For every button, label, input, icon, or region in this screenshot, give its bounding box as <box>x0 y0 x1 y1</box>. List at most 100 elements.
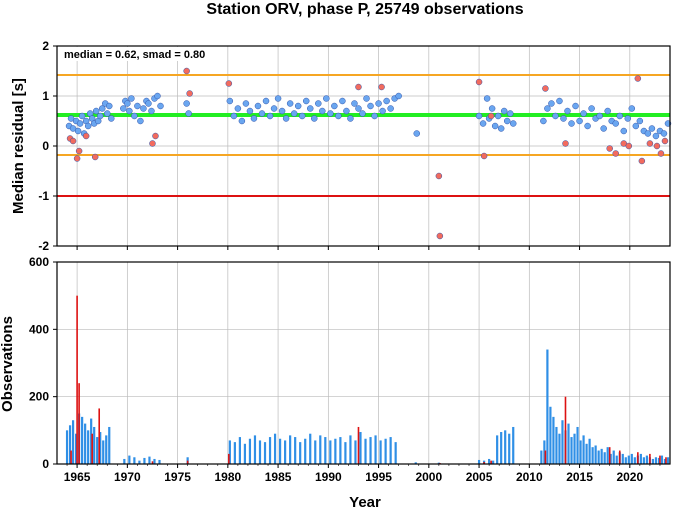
observation-bar <box>102 440 105 464</box>
observation-bar <box>603 452 606 464</box>
observation-bar <box>597 450 600 464</box>
residual-point <box>315 100 322 107</box>
outlier-observation-bar <box>490 460 492 464</box>
residual-point <box>274 95 282 102</box>
residual-point <box>246 107 254 115</box>
residual-point <box>503 117 511 125</box>
observation-bar <box>243 443 247 464</box>
annotation-background <box>61 47 221 61</box>
observation-bar <box>573 433 576 464</box>
residual-point <box>230 112 238 120</box>
residual-y-tick-label: 1 <box>42 89 49 103</box>
observation-bar <box>253 435 257 464</box>
residual-point <box>154 92 161 100</box>
residual-point <box>250 115 258 122</box>
observation-bar <box>389 437 392 464</box>
residual-point <box>367 102 374 110</box>
observation-bar <box>133 457 136 464</box>
outlier-observation-bar <box>665 457 667 464</box>
outlier-residual-point <box>487 112 495 120</box>
residual-point <box>483 95 491 102</box>
residual-point <box>572 102 579 110</box>
observation-bar <box>645 455 648 464</box>
observation-bar <box>552 416 555 464</box>
outlier-residual-point <box>73 155 81 162</box>
observation-bar <box>329 440 332 464</box>
residual-point <box>347 115 354 122</box>
residual-y-axis-label: Median residual [s] <box>10 78 27 214</box>
residual-point <box>636 117 644 125</box>
residual-point <box>96 112 104 120</box>
outlier-residual-point <box>661 137 669 145</box>
residual-point <box>145 100 152 107</box>
observation-bar <box>543 440 546 464</box>
observation-bar <box>488 458 491 464</box>
observation-bar <box>555 426 558 464</box>
outlier-residual-point <box>657 150 665 157</box>
observation-bar <box>304 438 307 464</box>
residual-point <box>375 100 382 107</box>
residual-point <box>628 105 636 112</box>
observation-bar <box>594 445 597 464</box>
residual-point <box>74 127 82 135</box>
observation-bar <box>657 457 661 464</box>
residual-point <box>286 100 294 107</box>
outlier-residual-point <box>152 132 159 140</box>
observation-bar <box>642 457 645 464</box>
residual-point <box>620 127 628 135</box>
observation-bar <box>87 430 90 464</box>
observation-bar <box>654 457 658 464</box>
observation-bar <box>334 438 337 464</box>
year-tick-label: 1975 <box>164 470 191 484</box>
observation-bar <box>105 435 108 464</box>
stats-annotation: median = 0.62, smad = 0.80 <box>64 49 205 61</box>
observation-bar <box>354 440 357 464</box>
residual-point <box>124 100 131 107</box>
observation-bar <box>294 437 297 464</box>
outlier-observation-bar <box>618 450 621 464</box>
residual-point <box>494 112 502 120</box>
residual-point <box>363 95 370 102</box>
residual-y-tick-label: 2 <box>42 39 49 53</box>
outlier-observation-bar <box>564 396 567 464</box>
observation-bar <box>68 425 72 464</box>
residual-point <box>588 105 595 112</box>
observation-bar <box>233 442 236 464</box>
observation-bar <box>359 432 362 464</box>
residual-point <box>509 120 517 127</box>
outlier-observation-bar <box>70 450 72 464</box>
observation-bar <box>639 453 642 464</box>
observation-bar <box>624 457 627 464</box>
observation-bar <box>123 458 126 464</box>
observation-bar <box>549 406 552 464</box>
observation-bar <box>600 448 603 464</box>
year-tick-label: 2005 <box>466 470 493 484</box>
observation-bar <box>238 437 241 464</box>
observation-bar <box>81 416 84 464</box>
residual-point <box>185 110 192 117</box>
observation-bar <box>324 437 327 464</box>
observation-bar <box>374 435 377 464</box>
outlier-residual-point <box>436 232 444 240</box>
residual-point <box>76 120 84 127</box>
observation-bar <box>74 433 78 464</box>
residual-y-ticks: -2 -1 0 1 2 <box>38 39 57 253</box>
observation-bar <box>71 420 75 464</box>
observation-bar <box>576 426 579 464</box>
observation-bar <box>384 438 387 464</box>
observation-bar <box>437 462 440 464</box>
residual-point <box>600 125 607 132</box>
observation-bar <box>319 435 322 464</box>
residual-point <box>108 115 115 122</box>
observation-bar <box>546 349 549 464</box>
residual-point <box>298 112 306 120</box>
residual-point <box>242 100 250 107</box>
outlier-residual-point <box>355 83 362 91</box>
observation-bar <box>663 458 667 464</box>
residual-point <box>120 105 127 112</box>
outlier-observation-bar <box>357 426 360 464</box>
outlier-observation-bar <box>78 383 80 464</box>
residual-point <box>506 110 514 117</box>
observation-bar <box>609 453 612 464</box>
